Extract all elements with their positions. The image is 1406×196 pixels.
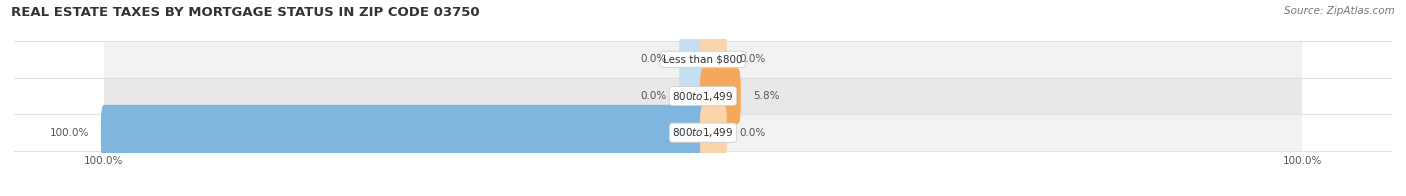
FancyBboxPatch shape (700, 68, 741, 124)
Text: 100.0%: 100.0% (49, 128, 89, 138)
Text: $800 to $1,499: $800 to $1,499 (672, 126, 734, 139)
Text: $800 to $1,499: $800 to $1,499 (672, 90, 734, 103)
Text: 0.0%: 0.0% (740, 54, 765, 64)
FancyBboxPatch shape (104, 78, 1302, 114)
FancyBboxPatch shape (679, 32, 706, 87)
FancyBboxPatch shape (700, 105, 727, 161)
Text: 5.8%: 5.8% (752, 91, 779, 101)
Text: REAL ESTATE TAXES BY MORTGAGE STATUS IN ZIP CODE 03750: REAL ESTATE TAXES BY MORTGAGE STATUS IN … (11, 6, 479, 19)
FancyBboxPatch shape (101, 105, 706, 161)
Text: 0.0%: 0.0% (641, 91, 666, 101)
Text: Source: ZipAtlas.com: Source: ZipAtlas.com (1284, 6, 1395, 16)
FancyBboxPatch shape (700, 32, 727, 87)
FancyBboxPatch shape (679, 68, 706, 124)
Text: 0.0%: 0.0% (641, 54, 666, 64)
FancyBboxPatch shape (104, 114, 1302, 151)
FancyBboxPatch shape (104, 41, 1302, 78)
Text: 0.0%: 0.0% (740, 128, 765, 138)
Text: Less than $800: Less than $800 (664, 54, 742, 64)
